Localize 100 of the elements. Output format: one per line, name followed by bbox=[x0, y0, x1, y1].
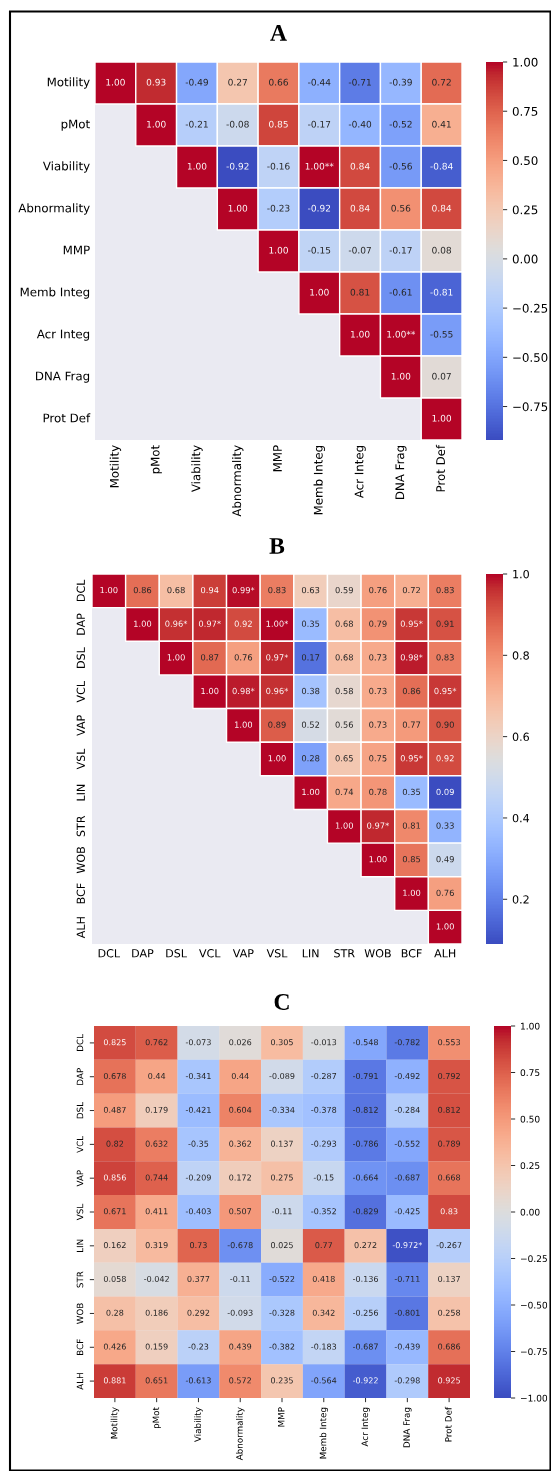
data-label: 1.00 bbox=[228, 204, 248, 212]
x-tick-label: Acr Integ bbox=[361, 1407, 370, 1447]
data-label: -0.11 bbox=[230, 1275, 250, 1282]
data-label: 0.59 bbox=[335, 586, 353, 594]
data-label: 0.73 bbox=[190, 1242, 207, 1249]
data-label: 0.507 bbox=[229, 1208, 252, 1215]
data-label: -0.92 bbox=[226, 162, 249, 170]
x-tick-label: Prot Def bbox=[435, 444, 446, 492]
color-bar-label: 0.8 bbox=[512, 651, 529, 660]
data-label: -0.293 bbox=[311, 1140, 337, 1147]
data-label: 1.00 bbox=[403, 889, 421, 896]
data-label: 0.411 bbox=[145, 1208, 168, 1215]
data-label: 0.137 bbox=[438, 1275, 460, 1282]
data-label: 0.77 bbox=[315, 1242, 333, 1249]
data-label: -0.81 bbox=[430, 288, 453, 296]
data-label: 0.418 bbox=[312, 1275, 335, 1282]
y-tick-label: ALH bbox=[76, 1373, 84, 1390]
data-label: -0.183 bbox=[311, 1343, 337, 1350]
x-tick-label: DAP bbox=[132, 949, 154, 958]
data-label: 0.95* bbox=[400, 755, 423, 762]
x-tick-label: Memb Integ bbox=[319, 1407, 329, 1459]
data-label: 0.99* bbox=[232, 586, 255, 594]
data-label: 0.75 bbox=[369, 755, 387, 762]
data-label: -0.17 bbox=[389, 246, 412, 254]
data-label: 0.744 bbox=[145, 1174, 168, 1181]
data-label: -0.328 bbox=[269, 1309, 295, 1316]
y-tick-label: Memb Integ bbox=[20, 287, 90, 299]
data-label: 0.79 bbox=[369, 620, 387, 627]
color-bar-label: 1.0 bbox=[513, 569, 529, 579]
data-label: 1.00 bbox=[335, 822, 353, 829]
data-label: -0.786 bbox=[352, 1140, 379, 1147]
data-label: 1.00 bbox=[369, 856, 387, 863]
data-label: -0.35 bbox=[188, 1140, 209, 1147]
y-tick-label: Abnormality bbox=[18, 203, 90, 215]
y-tick-label: BCF bbox=[76, 1339, 84, 1355]
x-tick-label: Viability bbox=[191, 445, 203, 493]
data-label: -0.492 bbox=[394, 1072, 420, 1080]
data-label: 1.00 bbox=[187, 162, 207, 170]
data-label: 0.81 bbox=[350, 288, 370, 296]
data-label: 0.56 bbox=[335, 721, 354, 728]
data-label: -0.425 bbox=[394, 1208, 420, 1215]
y-tick-label: DNA Frag bbox=[36, 371, 90, 383]
data-label: 0.025 bbox=[271, 1242, 293, 1249]
data-label: 0.812 bbox=[438, 1106, 460, 1113]
data-label: 0.35 bbox=[301, 620, 320, 627]
data-label: 1.00* bbox=[266, 620, 289, 627]
y-tick-label: DCL bbox=[76, 579, 85, 601]
data-label: -0.687 bbox=[352, 1343, 378, 1350]
data-label: -0.334 bbox=[269, 1106, 295, 1113]
data-label: 0.83 bbox=[436, 586, 454, 594]
y-tick-label: VCL bbox=[76, 681, 85, 703]
y-tick-label: VCL bbox=[76, 1135, 84, 1153]
data-label: -0.801 bbox=[394, 1309, 420, 1316]
data-label: 0.362 bbox=[229, 1140, 251, 1147]
data-label: 0.925 bbox=[438, 1377, 460, 1384]
data-label: 0.137 bbox=[271, 1140, 293, 1147]
data-label: 0.686 bbox=[438, 1343, 461, 1350]
y-tick-label: Viability bbox=[42, 161, 90, 173]
data-label: 0.881 bbox=[103, 1377, 126, 1384]
chart-title: C bbox=[274, 994, 289, 1010]
x-tick-label: Memb Integ bbox=[313, 445, 325, 515]
data-label: 1.00 bbox=[167, 654, 185, 661]
data-label: 1.00** bbox=[387, 330, 416, 338]
data-label: 0.91 bbox=[436, 620, 454, 627]
data-label: 1.00 bbox=[302, 788, 320, 796]
data-label: 0.377 bbox=[187, 1275, 210, 1282]
x-tick-label: DNA Frag bbox=[395, 445, 407, 499]
data-label: 0.76 bbox=[234, 654, 253, 661]
data-label: 1.00 bbox=[100, 586, 118, 594]
data-label: 0.94 bbox=[201, 586, 219, 594]
data-label: -0.23 bbox=[267, 204, 290, 212]
data-label: 0.09 bbox=[436, 788, 454, 796]
x-tick-label: LIN bbox=[302, 949, 319, 958]
data-label: 0.604 bbox=[229, 1106, 252, 1113]
data-label: -0.284 bbox=[394, 1106, 420, 1113]
data-label: 0.07 bbox=[432, 372, 451, 380]
data-label: -0.972* bbox=[392, 1242, 423, 1249]
data-label: 1.00 bbox=[147, 120, 166, 128]
x-tick-label: Viability bbox=[194, 1407, 203, 1442]
data-label: 0.172 bbox=[229, 1174, 251, 1181]
data-label: -0.664 bbox=[352, 1174, 379, 1181]
data-label: 0.825 bbox=[103, 1039, 126, 1046]
x-tick-label: MMP bbox=[273, 445, 282, 472]
data-label: 1.00 bbox=[201, 687, 219, 695]
data-label: 1.00 bbox=[268, 755, 286, 762]
data-label: -0.55 bbox=[430, 330, 453, 338]
x-tick-label: ALH bbox=[434, 949, 456, 958]
data-label: -0.013 bbox=[311, 1039, 337, 1046]
data-label: 0.56 bbox=[391, 204, 411, 212]
y-tick-label: DAP bbox=[76, 613, 85, 635]
data-label: -0.089 bbox=[269, 1072, 295, 1080]
data-label: 0.28 bbox=[301, 755, 320, 762]
data-label: -0.256 bbox=[352, 1309, 379, 1316]
data-label: 0.97* bbox=[266, 654, 289, 661]
chart-title: B bbox=[269, 538, 285, 554]
data-label: -0.711 bbox=[394, 1275, 420, 1282]
data-label: 0.186 bbox=[145, 1309, 168, 1316]
data-label: 0.65 bbox=[335, 755, 353, 762]
data-label: -0.84 bbox=[430, 162, 453, 170]
color-bar-label: 0.6 bbox=[512, 732, 529, 742]
